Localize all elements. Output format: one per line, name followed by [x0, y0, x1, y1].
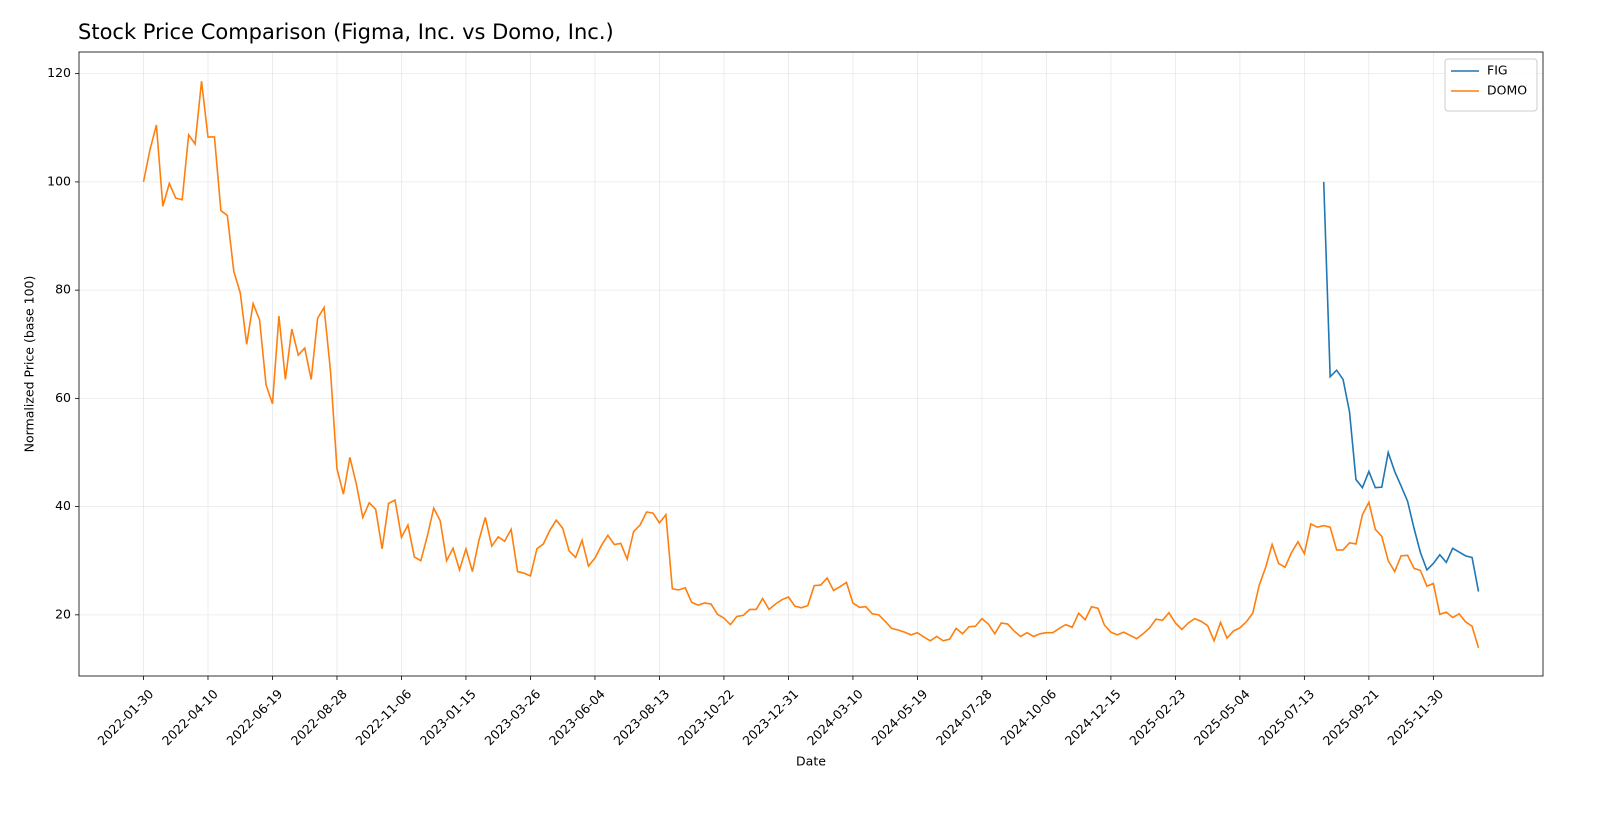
- x-tick-label: 2022-04-10: [159, 686, 221, 748]
- x-tick-label: 2022-11-06: [352, 686, 414, 748]
- x-tick-label: 2023-01-15: [417, 686, 479, 748]
- series-line: [142, 81, 1480, 649]
- legend-box: [1444, 58, 1538, 112]
- legend-label: DOMO: [1487, 83, 1527, 98]
- x-axis-label: Date: [796, 754, 826, 769]
- x-tick-label: 2024-05-19: [868, 686, 930, 748]
- x-tick-label: 2023-10-22: [675, 686, 737, 748]
- y-tick-label: 20: [55, 606, 71, 621]
- x-tick-label: 2025-05-04: [1191, 686, 1253, 748]
- y-tick-label: 100: [47, 173, 71, 188]
- x-tick-label: 2025-02-23: [1126, 686, 1188, 748]
- x-tick-label: 2023-03-26: [481, 686, 543, 748]
- chart-title: Stock Price Comparison (Figma, Inc. vs D…: [78, 20, 614, 44]
- x-tick-label: 2023-08-13: [610, 686, 672, 748]
- x-tick-label: 2022-01-30: [94, 686, 156, 748]
- x-tick-label: 2024-07-28: [933, 686, 995, 748]
- legend-label: FIG: [1487, 63, 1508, 78]
- x-tick-label: 2023-12-31: [739, 686, 801, 748]
- x-tick-label: 2022-08-28: [288, 686, 350, 748]
- y-tick-label: 120: [47, 65, 71, 80]
- x-tick-label: 2024-03-10: [804, 686, 866, 748]
- y-axis-label: Normalized Price (base 100): [22, 276, 37, 453]
- x-tick-label: 2024-10-06: [997, 686, 1059, 748]
- x-tick-label: 2024-12-15: [1062, 686, 1124, 748]
- grid: [79, 52, 1543, 676]
- x-tick-label: 2025-07-13: [1255, 686, 1317, 748]
- x-tick-label: 2023-06-04: [546, 686, 608, 748]
- series-line: [1322, 181, 1480, 592]
- plot-frame: [78, 51, 1544, 677]
- lines: [142, 81, 1480, 649]
- y-tick-label: 60: [55, 390, 71, 405]
- x-tick-label: 2025-11-30: [1384, 686, 1446, 748]
- legend: FIG DOMO: [1444, 58, 1538, 112]
- y-tick-label: 80: [55, 282, 71, 297]
- y-tick-label: 40: [55, 498, 71, 513]
- x-tick-label: 2022-06-19: [223, 686, 285, 748]
- x-tick-label: 2025-09-21: [1320, 686, 1382, 748]
